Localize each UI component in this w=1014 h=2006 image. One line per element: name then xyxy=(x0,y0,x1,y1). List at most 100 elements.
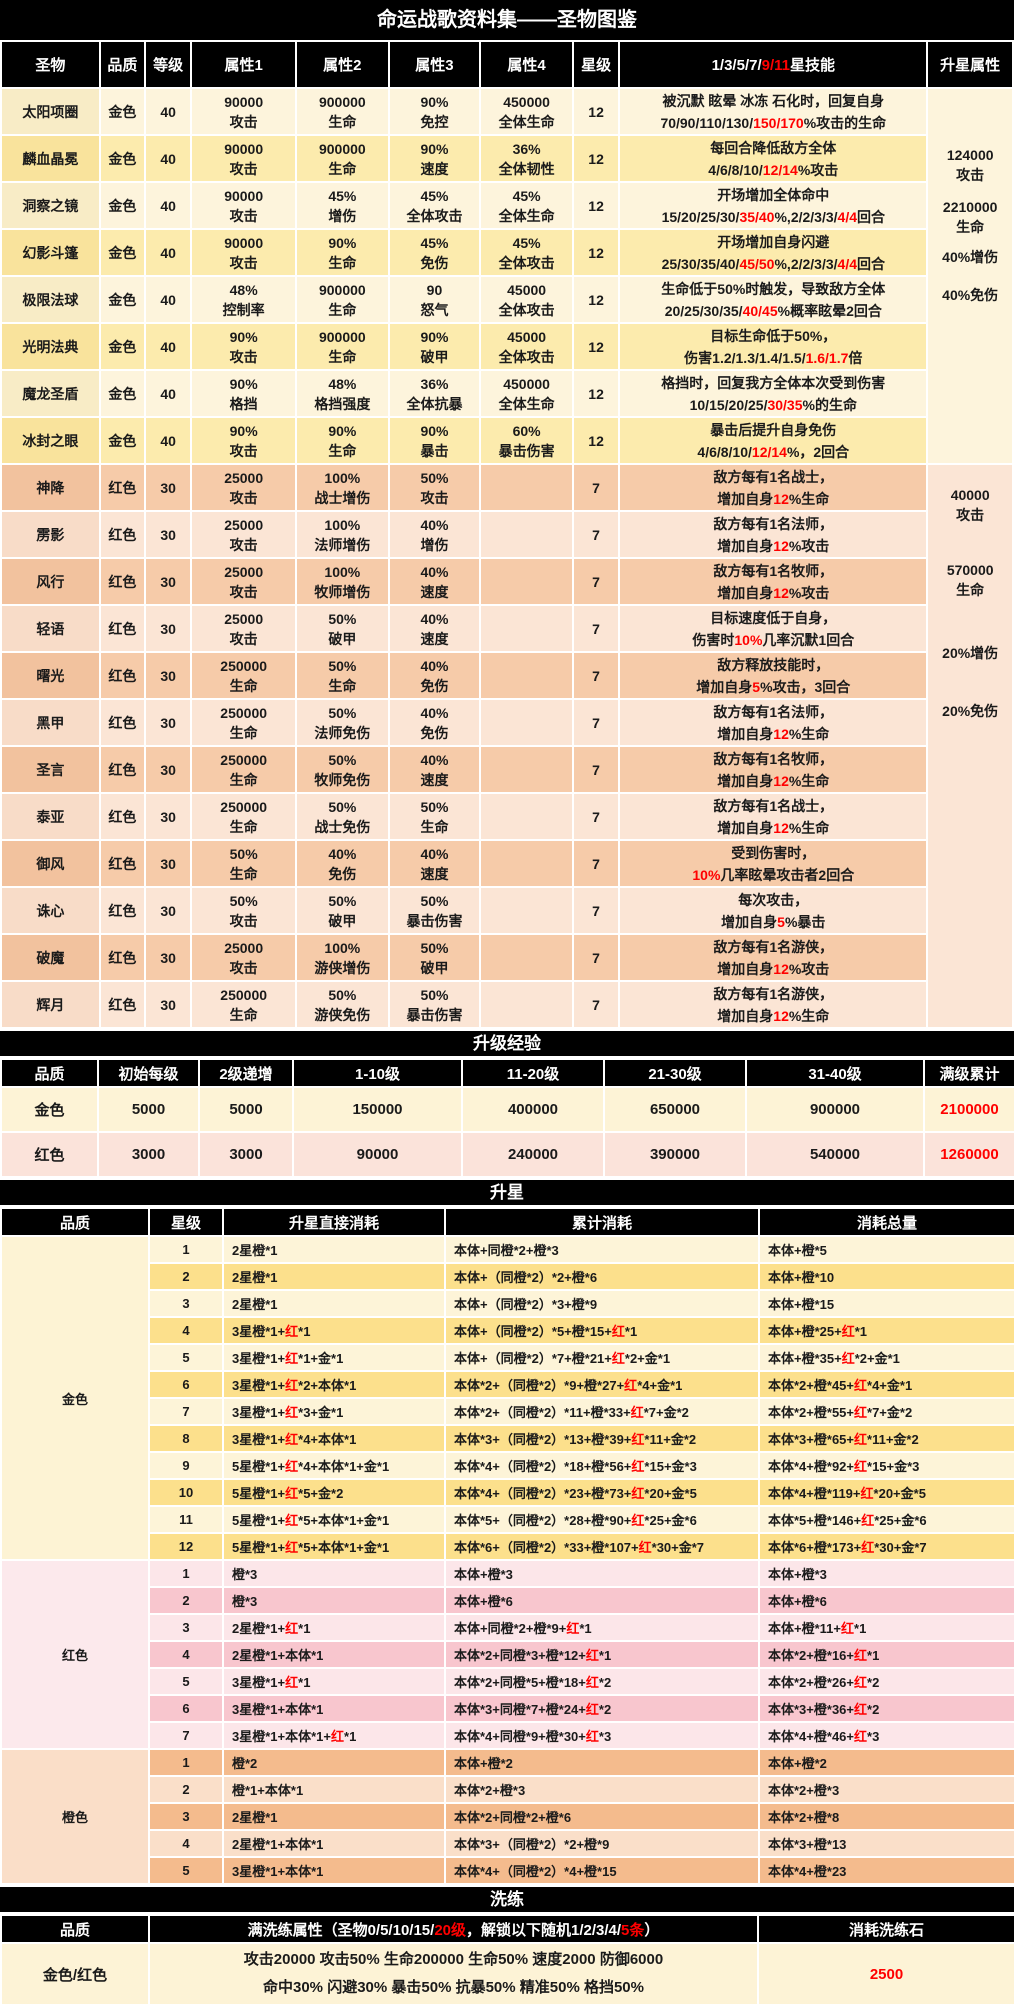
exp-value-4: 650000 xyxy=(603,1086,747,1133)
relic-row: 幻影斗篷 金色 40 90000 攻击 90% 生命 45% 免伤 45% 全体攻击 12 开场增加自身… xyxy=(0,228,1013,277)
attr-value: 60% xyxy=(512,422,541,439)
relic-attr-3: 50% 攻击 xyxy=(387,463,482,512)
relic-name: 风行 xyxy=(0,557,101,606)
text: 本体*2+橙*8 xyxy=(768,1810,840,1825)
attr-label: 生命 xyxy=(328,301,357,318)
star-level: 3 xyxy=(148,1613,224,1642)
text: 本体*2+（同橙*2）*9+橙*27+ xyxy=(454,1378,625,1393)
relic-star-count: 7 xyxy=(571,980,621,1029)
red-material-text: 红 xyxy=(285,1324,299,1339)
relic-attr-2: 50% 战士免伤 xyxy=(295,792,390,841)
relic-level: 40 xyxy=(143,416,193,465)
text: 敌方每有1名战士， xyxy=(713,797,834,814)
relic-name: 极限法球 xyxy=(0,275,101,324)
skill-text-line: 敌方每有1名游侠， xyxy=(621,936,925,958)
relic-attr-1: 250000 生命 xyxy=(190,651,298,700)
upstar-attr-line: 40%增伤 xyxy=(942,249,999,265)
attr-label: 全体韧性 xyxy=(498,160,555,177)
relic-row: 雳影 红色 30 25000 攻击 100% 法师增伤 40% 增伤 7 敌方每有1名法师， 增加自身… xyxy=(0,510,1013,559)
text: %生命 xyxy=(788,725,830,742)
star-total-cost: 本体*3+橙*36+红*2 xyxy=(758,1694,1014,1723)
relic-level: 30 xyxy=(143,463,193,512)
star-direct-cost: 5星橙*1+红*5+本体*1+金*1 xyxy=(222,1532,446,1561)
exp-col-header-6: 31-40级 xyxy=(745,1058,925,1088)
star-cumulative-cost: 本体*2+同橙*2+橙*6 xyxy=(444,1802,760,1831)
attr-label: 免控 xyxy=(420,113,449,130)
star-cumulative-cost: 本体*4+同橙*9+橙*30+红*3 xyxy=(444,1721,760,1750)
text: 本体*2+（同橙*2）*11+橙*33+ xyxy=(454,1405,631,1420)
star-total-cost: 本体+橙*2 xyxy=(758,1748,1014,1777)
relic-skill: 敌方每有1名游侠， 增加自身12%生命 xyxy=(618,980,929,1029)
relic-row: 圣言 红色 30 250000 生命 50% 牧师免伤 40% 速度 7 敌方每有1名牧师， 增加自身… xyxy=(0,745,1013,794)
attr-label: 生命 xyxy=(229,724,258,741)
relic-attr-4: 450000 全体生命 xyxy=(479,369,574,418)
relic-skill: 每回合降低敌方全体 4/6/8/10/12/14%攻击 xyxy=(618,134,929,183)
attr-value: 90% xyxy=(229,422,258,439)
relic-quality: 红色 xyxy=(98,463,146,512)
attr-label: 战士增伤 xyxy=(314,489,371,506)
text: *2+金*1 xyxy=(854,1351,900,1366)
text: 每次攻击， xyxy=(738,891,809,908)
text: 70/90/110/130/ xyxy=(660,114,754,131)
star-row: 12 5星橙*1+红*5+本体*1+金*1 本体*6+（同橙*2）*33+橙*107… xyxy=(1,1532,1014,1561)
attr-value: 100% xyxy=(324,563,361,580)
text: 本体*2+同橙*2+橙*6 xyxy=(454,1810,572,1825)
skill-text-line: 受到伤害时， xyxy=(621,842,925,864)
star-row: 3 2星橙*1+红*1 本体+同橙*2+橙*9+红*1 本体+橙*11+红*1 xyxy=(1,1613,1014,1642)
upstar-attr-text: 570000 生命 xyxy=(929,560,1011,600)
star-direct-cost: 3星橙*1+红*2+本体*1 xyxy=(222,1370,446,1399)
relic-name: 辉月 xyxy=(0,980,101,1029)
text: ） xyxy=(644,1921,660,1939)
attr-value: 90000 xyxy=(224,234,264,251)
star-level: 5 xyxy=(148,1667,224,1696)
skill-text-line: 伤害1.2/1.3/1.4/1.5/1.6/1.7倍 xyxy=(621,347,925,369)
relic-attr-3: 36% 全体抗暴 xyxy=(387,369,482,418)
col-header-5: 属性3 xyxy=(387,40,482,89)
attr-label: 增伤 xyxy=(328,207,357,224)
text: 本体*3+（同橙*2）*13+橙*39+ xyxy=(454,1432,632,1447)
exp-col-header-0: 品质 xyxy=(0,1058,99,1088)
highlight-text: 12 xyxy=(773,584,789,601)
exp-col-header-1: 初始每级 xyxy=(97,1058,200,1088)
attr-label: 生命 xyxy=(328,442,357,459)
attr-label: 全体攻击 xyxy=(406,207,463,224)
attr-value: 50% xyxy=(328,610,357,627)
highlight-text: 10% xyxy=(692,866,721,883)
skill-text-line: 每回合降低敌方全体 xyxy=(621,137,925,159)
relic-name: 黑甲 xyxy=(0,698,101,747)
text: *25+金*6 xyxy=(644,1513,697,1528)
text: 增加自身 xyxy=(717,537,774,554)
star-level: 2 xyxy=(148,1586,224,1615)
relic-attr-3: 50% 生命 xyxy=(387,792,482,841)
col-header-0: 圣物 xyxy=(0,40,101,89)
relic-star-count: 12 xyxy=(571,181,621,230)
attr-value: 45% xyxy=(328,187,357,204)
star-row: 6 3星橙*1+红*2+本体*1 本体*2+（同橙*2）*9+橙*27+红*4+金*… xyxy=(1,1370,1014,1399)
text: *15+金*3 xyxy=(644,1459,697,1474)
text: 暴击后提升自身免伤 xyxy=(710,421,837,438)
relic-skill: 敌方每有1名游侠， 增加自身12%攻击 xyxy=(618,933,929,982)
relic-attr-3: 40% 免伤 xyxy=(387,651,482,700)
text: %攻击的生命 xyxy=(803,114,887,131)
skill-text-line: 增加自身12%生命 xyxy=(621,817,925,839)
star-direct-cost: 2星橙*1 xyxy=(222,1802,446,1831)
star-total-cost: 本体+橙*3 xyxy=(758,1559,1014,1588)
star-direct-cost: 3星橙*1+本体*1 xyxy=(222,1856,446,1885)
attr-label: 控制率 xyxy=(222,301,265,318)
skill-text-line: 敌方每有1名牧师， xyxy=(621,560,925,582)
text: 3星橙*1+ xyxy=(232,1324,286,1339)
star-level: 1 xyxy=(148,1559,224,1588)
text: *1 xyxy=(298,1675,311,1690)
attr-value: 50% xyxy=(328,657,357,674)
attr-label: 格挡强度 xyxy=(314,395,371,412)
relic-attr-1: 250000 生命 xyxy=(190,792,298,841)
star-level: 8 xyxy=(148,1424,224,1453)
relic-star-count: 7 xyxy=(571,745,621,794)
red-material-text: 红 xyxy=(585,1729,599,1744)
text: 本体*4+（同橙*2）*23+橙*73+ xyxy=(454,1486,632,1501)
exp-value-2: 90000 xyxy=(292,1131,463,1178)
text: *11+金*2 xyxy=(644,1432,697,1447)
star-total-cost: 本体*2+橙*55+红*7+金*2 xyxy=(758,1397,1014,1426)
star-level: 9 xyxy=(148,1451,224,1480)
text: 本体*6+（同橙*2）*33+橙*107+ xyxy=(454,1540,639,1555)
